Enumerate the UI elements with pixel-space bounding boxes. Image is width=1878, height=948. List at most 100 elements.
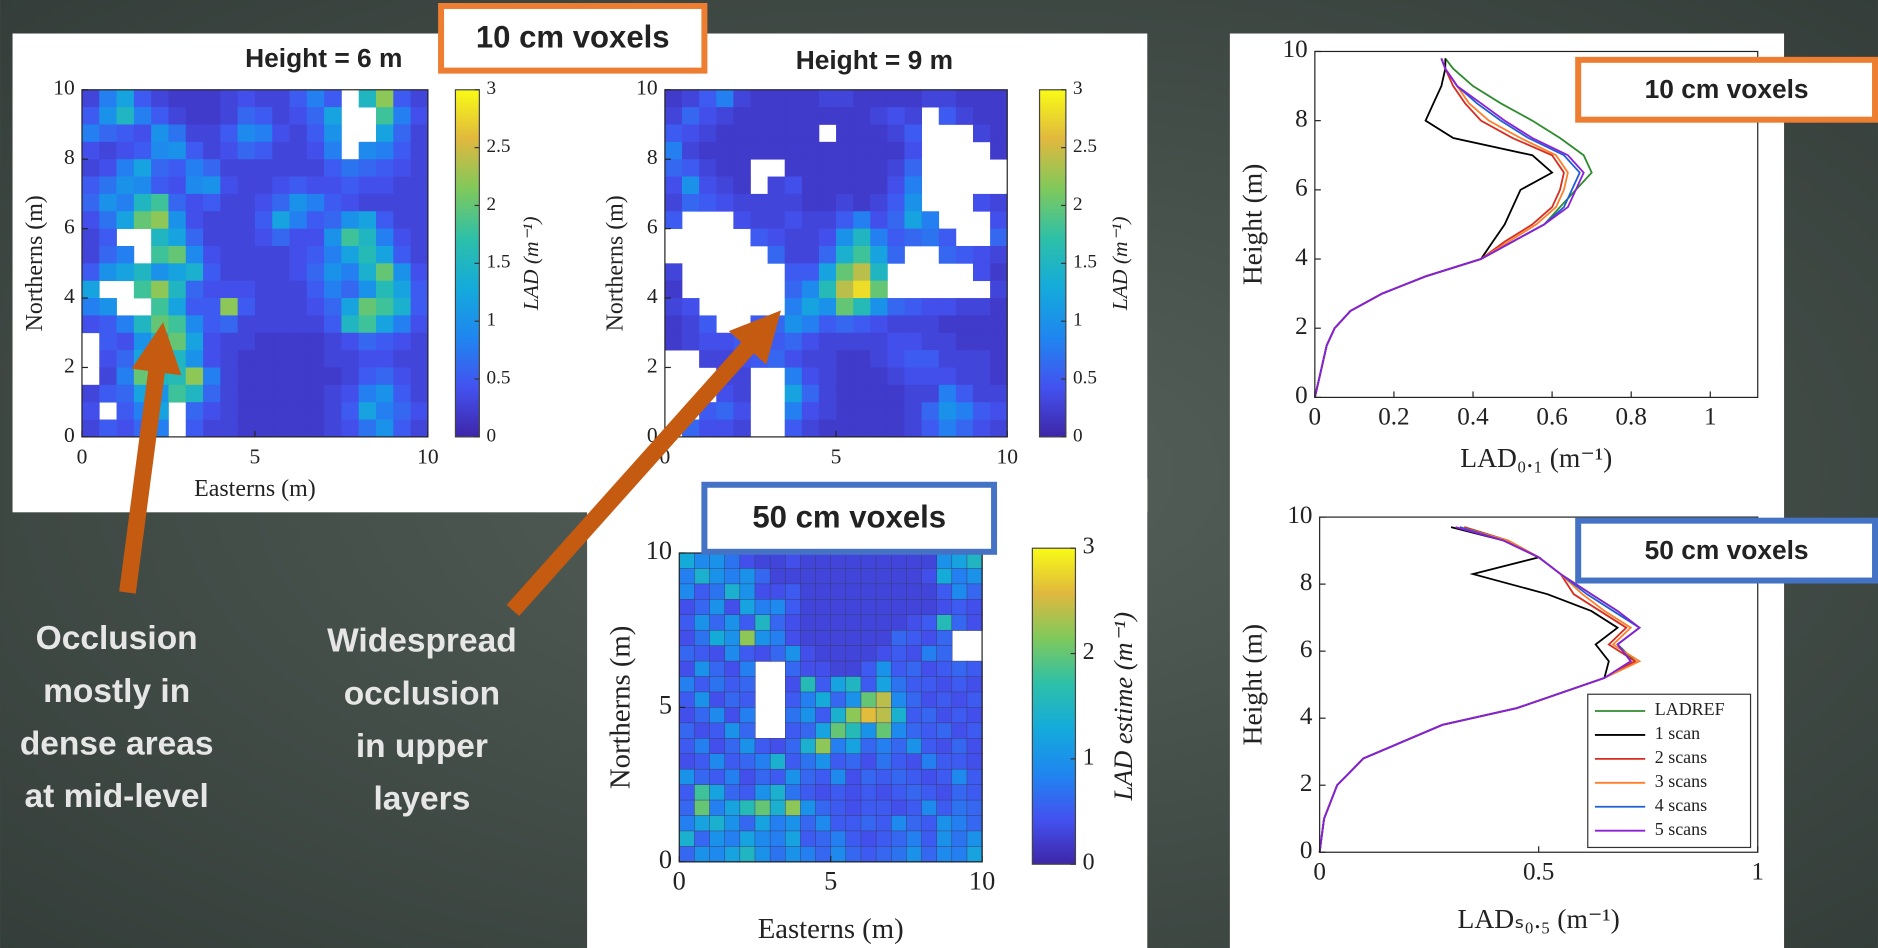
heat-cell [800, 815, 817, 832]
heat-cell [875, 768, 892, 786]
heat-cell [951, 599, 968, 616]
heat-cell [955, 384, 974, 403]
x-tick-label: 0 [1309, 404, 1322, 431]
heat-cell [845, 568, 862, 585]
heat-cell [875, 753, 892, 770]
heat-cell [921, 768, 938, 786]
heat-cell [739, 629, 756, 647]
heat-cell [682, 141, 700, 160]
heat-cell [815, 830, 832, 847]
heat-cell [818, 245, 837, 264]
heat-cell [785, 614, 801, 631]
heat-cell [664, 159, 683, 177]
heat-cell [754, 753, 771, 770]
heat-cell [324, 263, 342, 282]
heat-cell [815, 753, 832, 770]
heat-cell [81, 193, 100, 212]
heat-cell [133, 315, 152, 334]
heat-cell [393, 384, 411, 403]
heat-cell [289, 89, 308, 108]
heat-cell [904, 315, 923, 334]
heat-cell [254, 384, 273, 403]
x-tick-label: 0.6 [1536, 404, 1567, 431]
y-tick-label: 4 [1295, 244, 1308, 271]
heat-cell [936, 846, 953, 863]
heat-cell [81, 315, 100, 334]
heat-cell [358, 211, 377, 229]
heat-cell [679, 830, 695, 847]
heat-cell [203, 107, 221, 125]
heat-cell [951, 784, 968, 801]
heat-cell [830, 691, 847, 709]
heat-cell [955, 298, 974, 316]
heat-cell [289, 176, 308, 195]
heat-cell [800, 691, 817, 709]
heat-cell [306, 315, 325, 334]
heat-cell [376, 280, 394, 299]
heat-cell [845, 676, 862, 693]
heat-cell [709, 722, 726, 739]
heat-cell [801, 350, 820, 368]
heat-cell [724, 753, 741, 770]
heat-cell [800, 768, 817, 786]
heat-cell [393, 124, 411, 143]
y-axis-label: Height (m) [1236, 164, 1267, 285]
heat-cell [185, 124, 204, 143]
heat-cell [966, 691, 983, 709]
heat-cell [784, 332, 803, 351]
heat-cell [938, 107, 957, 125]
heat-cell [237, 159, 256, 177]
heat-cell [750, 141, 768, 160]
heat-cell [237, 384, 256, 403]
heat-cell [769, 830, 786, 847]
heat-cell [904, 193, 923, 212]
heat-cell [168, 107, 187, 125]
heat-cell [906, 784, 923, 801]
heat-cell [938, 367, 957, 386]
heat-cell [860, 568, 877, 585]
heat-cell [306, 384, 325, 403]
heat-cell [904, 107, 923, 125]
heat-cell [682, 176, 700, 195]
heat-cell [272, 124, 290, 143]
y-tick-label: 0 [1300, 837, 1313, 864]
heat-cell [679, 676, 695, 693]
heat-cell [800, 645, 817, 662]
y-tick-label: 5 [659, 690, 672, 719]
heat-cell [818, 228, 837, 247]
heat-cell [168, 176, 187, 195]
heat-cell [860, 830, 877, 847]
heat-cell [324, 419, 342, 438]
heat-cell [830, 676, 847, 693]
heat-cell [921, 830, 938, 847]
heat-cell [853, 402, 871, 420]
heat-cell [785, 768, 801, 786]
heat-cell [289, 298, 308, 316]
heat-cell [709, 784, 726, 801]
heat-cell [818, 315, 837, 334]
heat-cell [754, 552, 771, 570]
heat-cell [341, 332, 360, 351]
heat-cell [972, 315, 991, 334]
heat-cell [341, 159, 360, 177]
heat-cell [875, 722, 892, 739]
heat-cell [800, 629, 817, 647]
heat-cell [341, 402, 360, 420]
heat-cell [393, 298, 411, 316]
heat-cell [699, 107, 717, 125]
heat-cell [853, 89, 871, 108]
heat-cell [724, 830, 741, 847]
heat-cell [376, 298, 394, 316]
heat-cell [151, 228, 169, 247]
heat-cell [272, 350, 290, 368]
heat-cell [116, 419, 135, 438]
heat-cell [830, 552, 847, 570]
heat-cell [972, 419, 991, 438]
heat-cell [921, 753, 938, 770]
heat-cell [203, 124, 221, 143]
heat-cell [237, 367, 256, 386]
heat-cell [679, 738, 695, 755]
heat-cell [972, 107, 991, 125]
heat-cell [936, 629, 953, 647]
heat-cell [966, 799, 983, 817]
